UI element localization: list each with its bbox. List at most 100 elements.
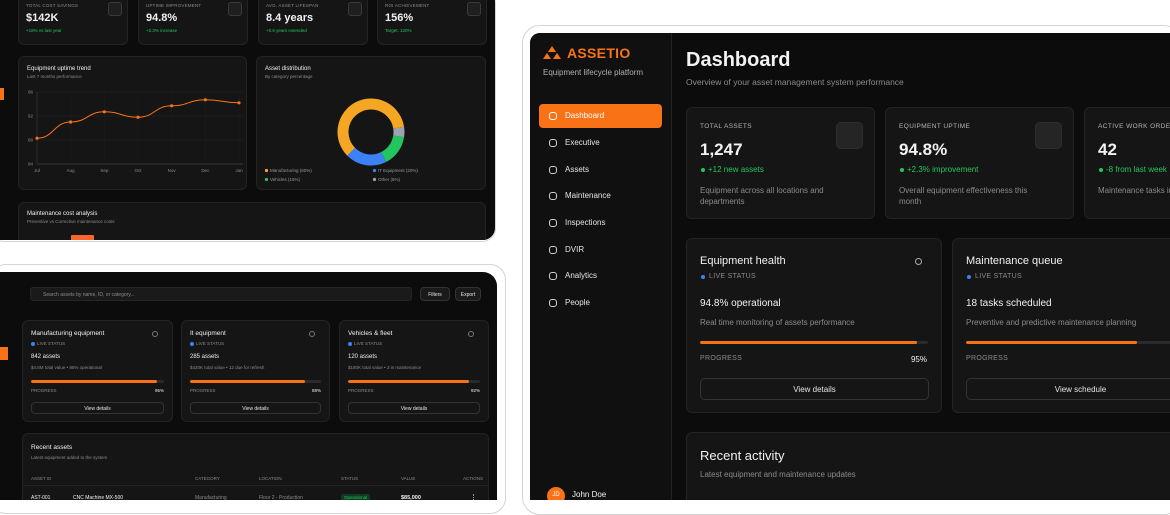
data-point: [204, 98, 207, 101]
column-header: CATEGORY: [195, 476, 220, 481]
nav-item[interactable]: Dashboard: [539, 104, 662, 128]
progress-value: 95%: [155, 388, 164, 393]
kpi-icon: [467, 2, 481, 16]
card-title: Recent activity: [700, 448, 785, 463]
donut-segment: [384, 136, 399, 157]
card-title: Maintenance queue: [966, 255, 1063, 267]
page-subtitle: Overview of your asset management system…: [686, 77, 904, 87]
kpi-description: Overall equipment effectiveness this mon…: [899, 185, 1029, 207]
nav-item[interactable]: Executive: [539, 131, 662, 155]
kpi-icon: [836, 122, 863, 149]
row-actions[interactable]: [473, 494, 475, 500]
cell-category: Manufacturing: [195, 495, 227, 500]
nav-label: People: [565, 298, 590, 307]
asset-details: $420K total value • 12 due for refresh: [190, 365, 264, 370]
progress-label: PROGRESS: [348, 388, 374, 393]
nav-item[interactable]: Inspections: [539, 211, 662, 235]
kpi-icon: [1035, 122, 1062, 149]
data-point: [69, 120, 72, 123]
toolbar-button[interactable]: Filters: [420, 287, 450, 301]
status-dot: [900, 168, 904, 172]
kpi-card: ACTIVE WORK ORDERS42-8 from last weekMai…: [1084, 107, 1170, 219]
progress-fill: [31, 380, 157, 383]
search-bar[interactable]: Search assets by name, ID, or category..…: [30, 287, 412, 301]
kpi-label: ACTIVE WORK ORDERS: [1098, 123, 1170, 130]
avatar-initials: JD: [547, 492, 565, 498]
donut-chart: Manufacturing (60%)IT Equipment (20%)Veh…: [257, 57, 486, 190]
asset-count: 120 assets: [348, 354, 377, 360]
nav-item[interactable]: Assets: [539, 158, 662, 182]
nav-item[interactable]: Maintenance: [539, 184, 662, 208]
progress-fill: [348, 380, 469, 383]
legend-label: Manufacturing (60%): [270, 168, 312, 173]
legend-swatch: [265, 169, 268, 172]
kpi-change: +2.3% improvement: [907, 165, 978, 174]
kpi-value: 1,247: [700, 140, 743, 160]
view-button[interactable]: View details: [190, 402, 321, 414]
chart-title: Maintenance cost analysis: [27, 211, 97, 217]
kpi-icon: [348, 2, 362, 16]
status-label: LIVE STATUS: [975, 273, 1022, 280]
button-label: View details: [701, 385, 928, 394]
card-title: Equipment health: [700, 255, 786, 267]
nav-item[interactable]: Analytics: [539, 264, 662, 288]
kpi-icon: [108, 2, 122, 16]
kpi-description: Equipment across all locations and depar…: [700, 185, 830, 207]
nav-item[interactable]: People: [539, 291, 662, 315]
progress-label: PROGRESS: [190, 388, 216, 393]
y-tick-label: 96: [28, 90, 34, 95]
view-button[interactable]: View details: [700, 378, 929, 400]
cell-location: Floor 2 - Production: [259, 495, 303, 500]
toolbar-button[interactable]: Export: [455, 287, 481, 301]
cell-id: AST-001: [31, 495, 50, 500]
x-tick-label: Sep: [100, 168, 109, 173]
nav-icon: [549, 299, 557, 307]
button-label: View details: [349, 406, 479, 412]
kpi-value: $142K: [26, 12, 58, 24]
status-description: Real time monitoring of assets performan…: [700, 318, 855, 327]
asset-count: 285 assets: [190, 354, 219, 360]
nav-icon: [549, 166, 557, 174]
data-point: [136, 116, 139, 119]
user-name: John Doe: [572, 490, 606, 499]
nav-indicator: [0, 88, 4, 100]
view-button[interactable]: View details: [31, 402, 164, 414]
status-headline: 94.8% operational: [700, 298, 781, 309]
x-tick-label: Dec: [201, 168, 210, 173]
asset-count: 842 assets: [31, 354, 60, 360]
nav-item[interactable]: DVIR: [539, 238, 662, 262]
card-title: Recent assets: [31, 444, 72, 451]
search-placeholder: Search assets by name, ID, or category..…: [43, 292, 135, 298]
kpi-label: EQUIPMENT UPTIME: [899, 123, 970, 130]
kpi-description: Maintenance tasks in progress: [1098, 185, 1170, 196]
status-dot: [967, 275, 971, 279]
data-point: [35, 137, 38, 140]
status-label: LIVE STATUS: [709, 273, 756, 280]
button-label: View details: [191, 406, 320, 412]
card-title: Vehicles & fleet: [348, 330, 392, 337]
status-headline: 18 tasks scheduled: [966, 298, 1052, 309]
view-button[interactable]: View schedule: [966, 378, 1170, 400]
nav-label: Dashboard: [565, 111, 604, 120]
status-dot: [190, 342, 194, 346]
progress-track: [31, 380, 164, 383]
settings-icon: [468, 331, 474, 337]
kpi-label: TOTAL COST SAVINGS: [26, 3, 78, 8]
nav-label: Inspections: [565, 218, 605, 227]
view-button[interactable]: View details: [348, 402, 480, 414]
cell-value: $85,000: [401, 495, 421, 500]
asset-details: $180K total value • 3 in maintenance: [348, 365, 421, 370]
card-title: Manufacturing equipment: [31, 330, 104, 337]
progress-label: PROGRESS: [966, 355, 1008, 362]
y-tick-label: 84: [28, 162, 34, 167]
kpi-value: 42: [1098, 140, 1117, 160]
status-dot: [701, 168, 705, 172]
